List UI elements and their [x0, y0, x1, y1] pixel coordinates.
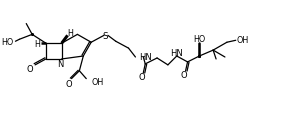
Text: N: N — [58, 59, 64, 68]
Text: OH: OH — [237, 35, 249, 44]
Text: H: H — [67, 29, 73, 38]
Text: HN: HN — [139, 53, 152, 62]
Text: HO: HO — [1, 37, 13, 46]
Text: HN: HN — [170, 48, 183, 57]
Text: OH: OH — [91, 77, 103, 86]
Text: O: O — [65, 79, 72, 88]
Text: O: O — [180, 71, 187, 79]
Text: O: O — [27, 65, 33, 74]
Text: S: S — [102, 32, 108, 40]
Text: H: H — [34, 39, 40, 48]
Text: HO: HO — [193, 35, 205, 43]
Text: O: O — [138, 73, 145, 81]
